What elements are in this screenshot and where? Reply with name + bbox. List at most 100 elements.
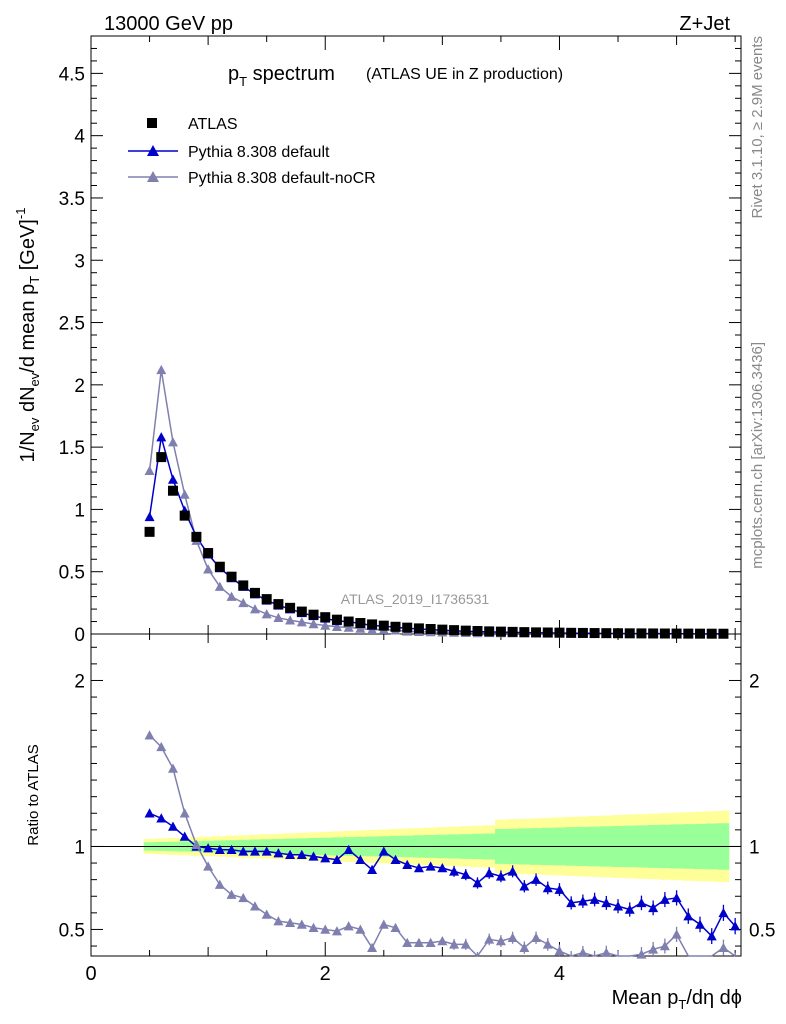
legend-marker-default [147,145,159,156]
x-axis-label: Mean pT/dη dϕ [612,987,742,1012]
ratio-point-default [261,846,272,856]
ratio-plot-frame [90,633,742,957]
ratio-point-nocr [331,926,342,936]
mcplots-label: mcplots.cern.ch [arXiv:1306.3436] [749,342,766,569]
ratio-point-default [624,904,635,914]
ratio-point-default [413,863,424,873]
atlas-point [519,627,530,638]
atlas-point [613,628,624,639]
atlas-point [238,580,249,591]
noCR-point [343,622,354,632]
ratio-point-nocr [214,879,225,889]
ratio-point-default [285,849,296,860]
x-tick-label: 0 [85,963,96,985]
ratio-point-default [367,864,378,874]
atlas-point [273,599,284,610]
noCR-point [226,591,237,601]
ratio-point-default [730,921,741,931]
ratio-point-default [601,897,612,908]
atlas-point [542,627,553,638]
atlas-point [671,628,682,639]
ratio-point-default [589,894,600,904]
noCR-point [331,621,342,632]
ratio-point-nocr [484,934,495,944]
ratio-point-default [179,831,190,841]
atlas-point [144,526,155,537]
ratio-point-default [437,863,448,873]
ratio-tick-label-left: 1 [74,837,85,858]
ratio-point-nocr [601,947,612,957]
y-tick-label: 1.5 [59,438,85,459]
ratio-point-default [320,853,331,863]
ratio-tick-label-right: 0.5 [749,920,775,941]
noCR-point [249,604,260,614]
ratio-point-nocr [671,929,682,939]
atlas-point [566,627,577,638]
ratio-point-nocr [577,947,588,957]
ratio-point-default [484,868,495,878]
ratio-point-nocr [191,839,202,850]
atlas-point [167,485,178,496]
ratio-point-default [542,882,553,893]
ratio-point-default [425,861,436,871]
atlas-point [191,531,202,542]
legend: ATLAS Pythia 8.308 default Pythia 8.308 … [128,116,376,187]
y-tick-label: 2 [74,376,85,397]
ratio-point-default [495,871,506,881]
ratio-point-default [531,874,542,884]
ratio-point-nocr [203,861,214,871]
ratio-point-default [519,881,530,891]
legend-label-atlas: ATLAS [188,116,238,133]
ratio-point-default [355,854,366,864]
atlas-point [343,616,354,627]
ratio-point-default [296,849,307,860]
ratio-point-nocr [355,924,366,934]
atlas-point [378,620,389,631]
noCR-point [273,612,284,623]
ratio-point-nocr [390,922,401,933]
x-tick-label: 2 [320,963,331,985]
atlas-point [472,626,483,637]
atlas-point [402,622,413,633]
atlas-point [624,628,635,639]
ratio-point-default [671,892,682,903]
atlas-point [285,602,296,613]
atlas-point [683,628,694,639]
y-axis-label: 1/Nev dNev/d mean pT [GeV]-1 [13,208,42,463]
noCR-point [261,609,272,619]
ratio-point-default [577,896,588,906]
default-point [167,474,178,484]
atlas-point [331,614,342,625]
ratio-tick-label-right: 1 [749,837,760,858]
ratio-point-default [659,894,670,904]
atlas-point [425,624,436,635]
ratio-point-default [695,919,706,929]
noCR-point [285,615,296,625]
atlas-point [659,628,670,639]
header-left: 13000 GeV pp [104,13,233,35]
atlas-point [437,624,448,635]
noCR-point [238,597,249,608]
legend-label-nocr: Pythia 8.308 default-noCR [188,170,376,187]
ratio-point-nocr [507,932,518,942]
noCR-point [355,623,366,633]
ratio-point-nocr [238,892,249,903]
ratio-point-default [460,869,471,879]
atlas-point [156,452,167,463]
ratio-point-nocr [273,916,284,926]
legend-label-default: Pythia 8.308 default [188,144,330,161]
ratio-point-default [249,846,260,856]
ratio-point-nocr [167,763,178,773]
header-right: Z+Jet [679,13,730,35]
atlas-point [706,628,717,639]
ratio-point-default [390,854,401,864]
ratio-point-nocr [425,937,436,947]
ratio-point-nocr [437,936,448,946]
ratio-point-nocr [413,937,424,947]
ratio-point-default [214,844,225,855]
atlas-point [484,626,495,637]
atlas-point [718,628,729,639]
y-tick-label: 1 [74,500,85,521]
atlas-point [261,594,272,605]
noCR-point [296,617,307,627]
